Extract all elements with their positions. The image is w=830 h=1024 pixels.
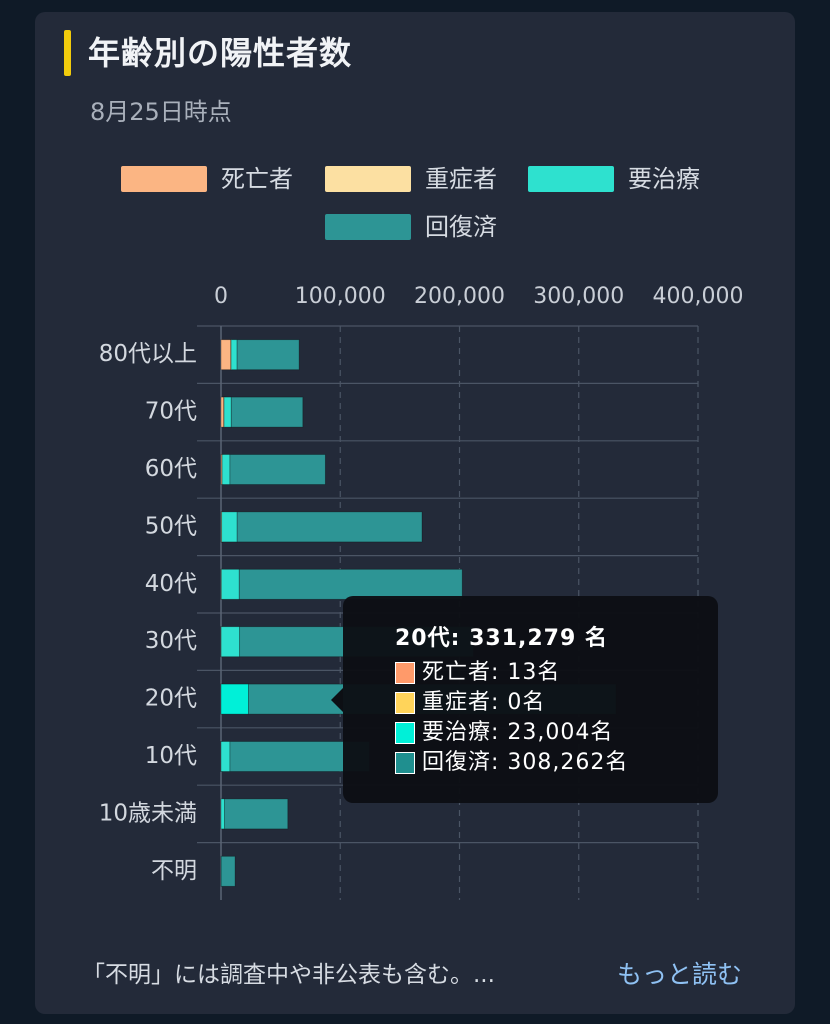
bar-segment[interactable] [220,855,236,887]
legend-swatch-deaths [121,166,207,192]
bar-segment[interactable] [236,339,300,371]
y-category-label: 60代 [145,456,197,482]
x-tick-label: 300,000 [533,284,624,309]
bar-segment[interactable] [229,454,326,485]
x-tick-label: 400,000 [653,284,744,309]
legend-swatch-treatment [528,166,614,192]
y-category-label: 10歳未満 [99,800,197,826]
footnote: 「不明」には調査中や非公表も含む。... [82,962,495,988]
tooltip-arrow [331,688,343,712]
bar-segment[interactable] [220,396,225,428]
y-category-label: 20代 [145,686,197,712]
legend-swatch-severe [325,166,411,192]
tooltip-text-treatment: 要治療: 23,004名 [422,720,614,745]
tooltip-swatch-deaths [395,662,415,684]
legend-label-severe: 重症者 [425,165,497,193]
tooltip-text-recovered: 回復済: 308,262名 [422,750,629,775]
y-category-label: 50代 [145,513,197,539]
legend-label-treatment: 要治療 [628,165,700,193]
bar-segment[interactable] [236,511,423,543]
bar-segment[interactable] [238,568,463,600]
legend-swatch-recovered [325,214,411,240]
tooltip-text-deaths: 死亡者: 13名 [422,660,561,685]
bar-segment[interactable] [230,339,238,371]
bar-segment[interactable] [220,798,225,830]
legend-label-deaths: 死亡者 [221,165,293,193]
x-tick-label: 200,000 [414,284,505,309]
y-category-label: 10代 [145,743,197,769]
bar-segment[interactable] [221,511,238,543]
y-category-label: 40代 [145,571,197,597]
bar-segment[interactable] [220,741,231,772]
read-more-link[interactable]: もっと読む [617,960,743,989]
tooltip-title: 20代: 331,279 名 [395,626,608,651]
tooltip-text-severe: 重症者: 0名 [422,690,546,715]
title-accent-bar [64,30,71,76]
bar-segment[interactable] [220,626,241,658]
tooltip-swatch-treatment [395,722,415,744]
legend-label-recovered: 回復済 [425,213,497,241]
bar-segment[interactable] [220,683,249,715]
bar-segment[interactable] [230,396,304,428]
bar-segment[interactable] [223,396,232,428]
y-category-label: 不明 [151,858,197,884]
tooltip-swatch-recovered [395,752,415,774]
y-category-label: 30代 [145,628,197,654]
chart-subtitle: 8月25日時点 [90,98,232,126]
bar-segment[interactable] [221,454,231,485]
bar-segment[interactable] [220,339,232,371]
bar-segment[interactable] [220,568,240,600]
chart-title: 年齢別の陽性者数 [88,34,353,72]
y-category-label: 70代 [145,399,197,425]
x-tick-label: 0 [214,284,228,309]
bar-segment[interactable] [224,798,289,830]
y-category-label: 80代以上 [99,341,197,367]
tooltip-swatch-severe [395,692,415,714]
x-tick-label: 100,000 [295,284,386,309]
